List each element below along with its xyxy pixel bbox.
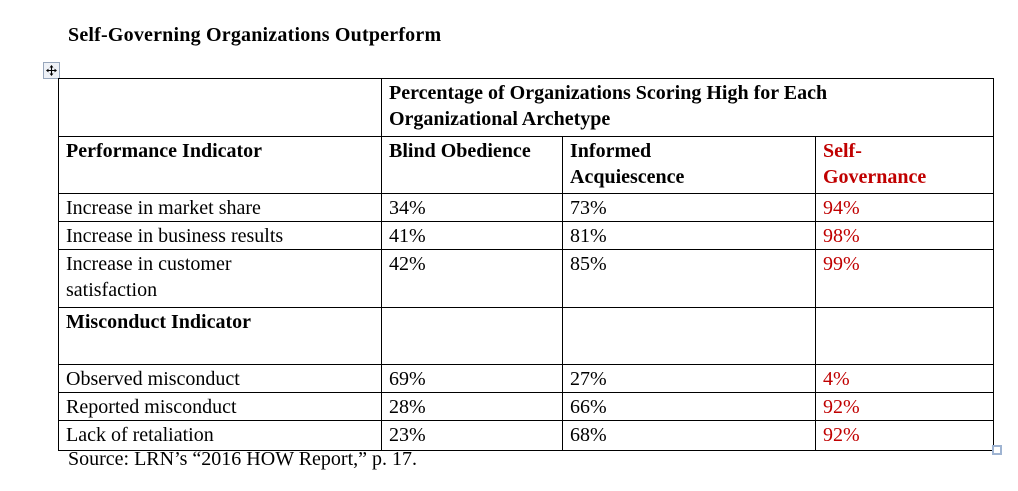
table-row: Lack of retaliation 23% 68% 92% [58,420,994,451]
cell-label: Lack of retaliation [58,420,382,451]
cell-informed-acquiescence: 66% [562,392,816,421]
merged-header-cell: Percentage of Organizations Scoring High… [381,78,994,137]
column-header-informed-acquiescence: Informed Acquiescence [562,136,816,194]
table-row: Reported misconduct 28% 66% 92% [58,392,994,421]
cell-label: Increase in business results [58,221,382,250]
table-resize-handle[interactable] [992,445,1002,455]
cell-label: Reported misconduct [58,392,382,421]
cell-blind-obedience: 42% [381,249,563,308]
cell-self-governance: 92% [815,420,994,451]
cell-label: Observed misconduct [58,364,382,393]
cell-label-misconduct-indicator: Misconduct Indicator [58,307,382,365]
archetype-table: Percentage of Organizations Scoring High… [58,78,994,451]
cell-label: Increase in market share [58,193,382,222]
source-note: Source: LRN’s “2016 HOW Report,” p. 17. [68,448,418,470]
table-row-merged-header: Percentage of Organizations Scoring High… [58,78,994,137]
cell-blind-obedience: 28% [381,392,563,421]
cell-blind-obedience: 23% [381,420,563,451]
cell-self-governance [815,307,994,365]
column-header-performance-indicator: Performance Indicator [58,136,382,194]
cell-self-governance: 98% [815,221,994,250]
table-row: Increase in market share 34% 73% 94% [58,193,994,222]
cell-self-governance: 92% [815,392,994,421]
table-row: Increase in customer satisfaction 42% 85… [58,249,994,308]
cell-informed-acquiescence: 73% [562,193,816,222]
cell-blind-obedience: 34% [381,193,563,222]
cell-label: Increase in customer satisfaction [58,249,382,308]
table-row-section-header: Misconduct Indicator [58,307,994,365]
cell-self-governance: 4% [815,364,994,393]
cell-informed-acquiescence [562,307,816,365]
cell-blind-obedience: 69% [381,364,563,393]
table-row: Observed misconduct 69% 27% 4% [58,364,994,393]
cell-informed-acquiescence: 68% [562,420,816,451]
empty-corner-cell [58,78,382,137]
cell-blind-obedience: 41% [381,221,563,250]
cell-informed-acquiescence: 85% [562,249,816,308]
four-arrow-move-icon [46,65,57,76]
column-header-self-governance: Self- Governance [815,136,994,194]
document-title: Self-Governing Organizations Outperform [68,24,442,46]
cell-informed-acquiescence: 81% [562,221,816,250]
cell-self-governance: 94% [815,193,994,222]
cell-blind-obedience [381,307,563,365]
cell-self-governance: 99% [815,249,994,308]
table-move-handle[interactable] [43,62,60,79]
table-row-column-headers: Performance Indicator Blind Obedience In… [58,136,994,194]
column-header-blind-obedience: Blind Obedience [381,136,563,194]
table-row: Increase in business results 41% 81% 98% [58,221,994,250]
cell-informed-acquiescence: 27% [562,364,816,393]
